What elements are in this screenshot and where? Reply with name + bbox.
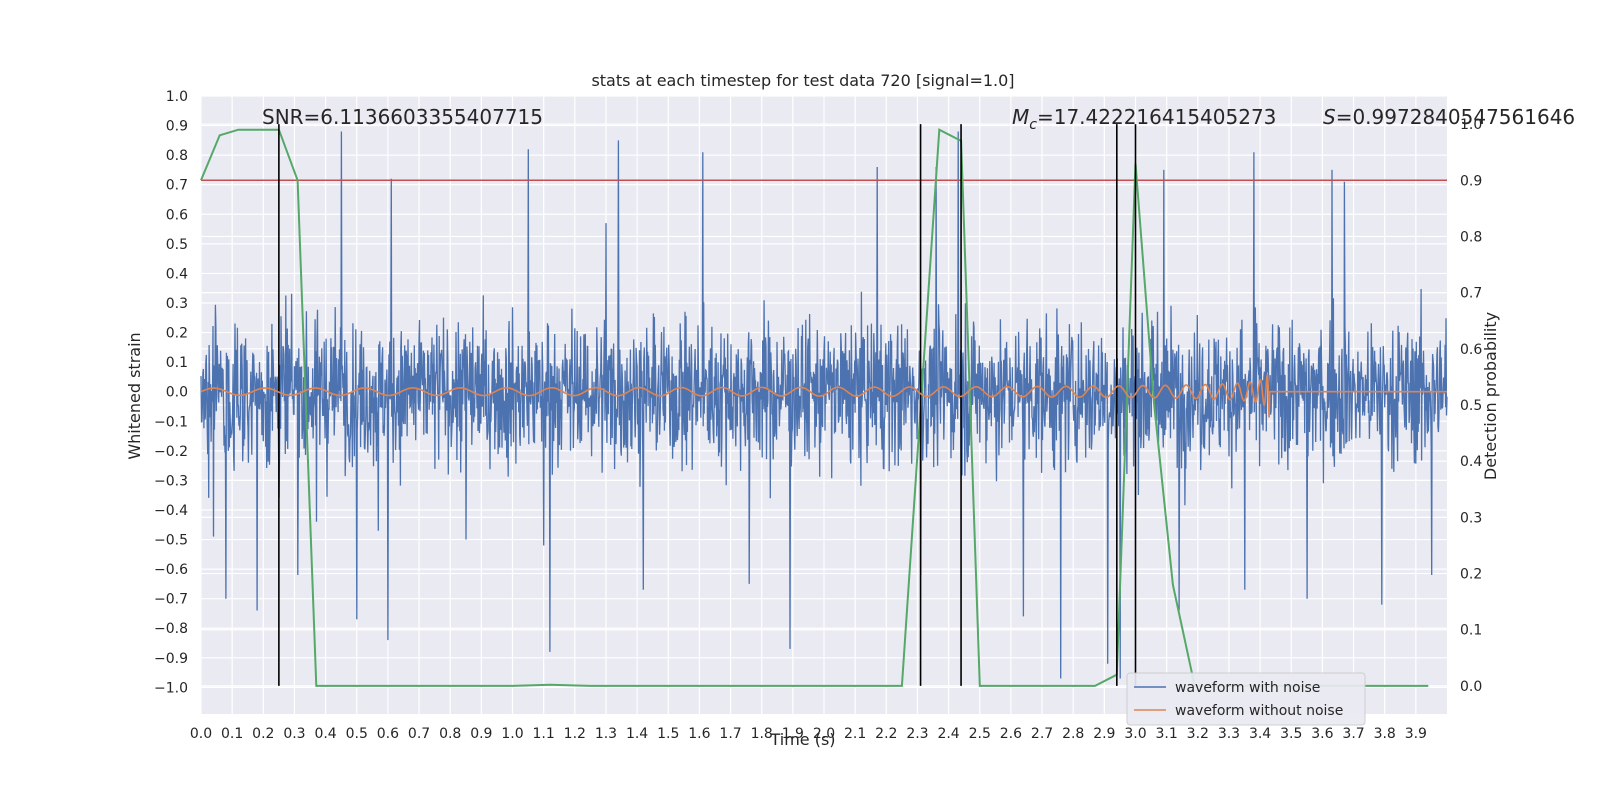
y-tick-label: −1.0 [154, 680, 188, 696]
x-tick-label: 2.2 [875, 726, 897, 742]
y2-tick-label: 0.2 [1460, 567, 1482, 583]
x-tick-label: 0.2 [252, 726, 274, 742]
y-tick-label: −0.3 [154, 473, 188, 489]
x-tick-label: 3.1 [1156, 726, 1178, 742]
y-axis-label: Whitened strain [125, 332, 144, 459]
snr-annotation: SNR=6.1136603355407715 [262, 105, 543, 129]
x-tick-label: 3.3 [1218, 726, 1240, 742]
chirp-mass-value: =17.422216415405273 [1037, 105, 1276, 129]
s-symbol: S [1323, 105, 1336, 129]
chart-title: stats at each timestep for test data 720… [591, 71, 1014, 90]
y2-tick-label: 0.8 [1460, 229, 1482, 245]
x-tick-label: 2.9 [1093, 726, 1115, 742]
series-waveform-without-noise [200, 373, 1447, 418]
x-tick-label: 1.9 [782, 726, 804, 742]
x-tick-label: 1.7 [719, 726, 741, 742]
y2-tick-label: 1.0 [1460, 117, 1482, 133]
legend-label-signal: waveform without noise [1175, 703, 1343, 719]
y2-tick-label: 0.3 [1460, 510, 1482, 526]
x-tick-labels: 0.0 0.1 0.2 0.3 0.4 0.5 0.6 0.7 0.8 0.9 1.0 1.1 1.2 1… [190, 726, 1427, 742]
x-tick-label: 3.4 [1249, 726, 1271, 742]
x-tick-label: 3.5 [1280, 726, 1302, 742]
y-tick-label: −0.2 [154, 444, 188, 460]
y-tick-label: −0.6 [154, 562, 188, 578]
y-tick-label: 0.0 [166, 385, 188, 401]
series-detection-probability [200, 128, 1429, 687]
y-tick-label: −0.5 [154, 533, 188, 549]
x-tick-label: 0.3 [283, 726, 305, 742]
x-tick-label: 3.9 [1405, 726, 1427, 742]
detection-vertical-lines [278, 124, 1137, 686]
legend: waveform with noise waveform without noi… [1126, 672, 1366, 726]
y2-axis-label: Detection probability [1481, 312, 1500, 480]
s-annotation: S=0.9972840547561646 [1323, 105, 1575, 129]
x-tick-label: 2.3 [906, 726, 928, 742]
chirp-mass-annotation: Mc=17.422216415405273 [1012, 105, 1276, 133]
x-tick-label: 2.7 [1031, 726, 1053, 742]
y-tick-label: 0.6 [166, 207, 188, 223]
y-tick-label: 1.0 [166, 89, 188, 105]
x-tick-label: 0.8 [439, 726, 461, 742]
x-tick-label: 1.6 [688, 726, 710, 742]
y2-tick-label: 0.6 [1460, 342, 1482, 358]
y-tick-label: 0.7 [166, 178, 188, 194]
y-tick-label: 0.9 [166, 119, 188, 135]
signal-line [200, 373, 1447, 418]
y2-tick-label: 0.4 [1460, 454, 1482, 470]
x-tick-label: 0.1 [221, 726, 243, 742]
x-tick-label: 2.5 [969, 726, 991, 742]
x-tick-label: 3.6 [1311, 726, 1333, 742]
y-tick-labels: 1.0 0.9 0.8 0.7 0.6 0.5 0.4 0.3 0.2 0.1 0.0 −0.1 −0.… [154, 89, 188, 696]
x-tick-label: 0.6 [377, 726, 399, 742]
y-tick-label: −0.1 [154, 414, 188, 430]
chirp-mass-symbol: M [1012, 105, 1029, 129]
x-tick-label: 0.4 [314, 726, 336, 742]
y2-tick-label: 0.0 [1460, 679, 1482, 695]
x-tick-label: 2.1 [844, 726, 866, 742]
x-tick-label: 1.0 [501, 726, 523, 742]
legend-box [1126, 672, 1366, 726]
y2-tick-label: 0.7 [1460, 286, 1482, 302]
x-tick-label: 0.5 [346, 726, 368, 742]
x-tick-label: 2.6 [1000, 726, 1022, 742]
y2-tick-label: 0.9 [1460, 173, 1482, 189]
y-tick-label: −0.8 [154, 621, 188, 637]
x-tick-label: 3.7 [1342, 726, 1364, 742]
y2-tick-label: 0.5 [1460, 398, 1482, 414]
x-tick-label: 3.2 [1187, 726, 1209, 742]
y-tick-label: 0.4 [166, 266, 188, 282]
x-tick-label: 1.4 [626, 726, 648, 742]
y-tick-label: 0.1 [166, 355, 188, 371]
legend-label-noise: waveform with noise [1175, 680, 1320, 696]
y-tick-label: −0.9 [154, 651, 188, 667]
x-tick-label: 2.0 [813, 726, 835, 742]
y2-tick-labels: 1.0 0.9 0.8 0.7 0.6 0.5 0.4 0.3 0.2 0.1 0.0 [1460, 117, 1482, 695]
x-tick-label: 1.3 [595, 726, 617, 742]
x-tick-label: 0.7 [408, 726, 430, 742]
y-tick-label: 0.2 [166, 326, 188, 342]
x-tick-label: 1.2 [564, 726, 586, 742]
probability-line [200, 128, 1429, 687]
x-tick-label: 2.4 [937, 726, 959, 742]
chirp-mass-subscript: c [1029, 117, 1037, 133]
y-tick-label: 0.8 [166, 148, 188, 164]
y-tick-label: −0.7 [154, 592, 188, 608]
x-tick-label: 1.8 [751, 726, 773, 742]
noise-line [200, 131, 1448, 679]
y-tick-label: −0.4 [154, 503, 188, 519]
x-tick-label: 0.9 [470, 726, 492, 742]
x-tick-label: 3.8 [1374, 726, 1396, 742]
x-tick-label: 0.0 [190, 726, 212, 742]
x-tick-label: 1.1 [533, 726, 555, 742]
x-axis-label: Time (s) [769, 730, 835, 749]
x-tick-label: 2.8 [1062, 726, 1084, 742]
y-tick-label: 0.3 [166, 296, 188, 312]
y-tick-label: 0.5 [166, 237, 188, 253]
x-tick-label: 1.5 [657, 726, 679, 742]
y2-tick-label: 0.1 [1460, 623, 1482, 639]
s-value: =0.9972840547561646 [1336, 105, 1575, 129]
series-waveform-with-noise [200, 131, 1448, 679]
x-tick-label: 3.0 [1124, 726, 1146, 742]
